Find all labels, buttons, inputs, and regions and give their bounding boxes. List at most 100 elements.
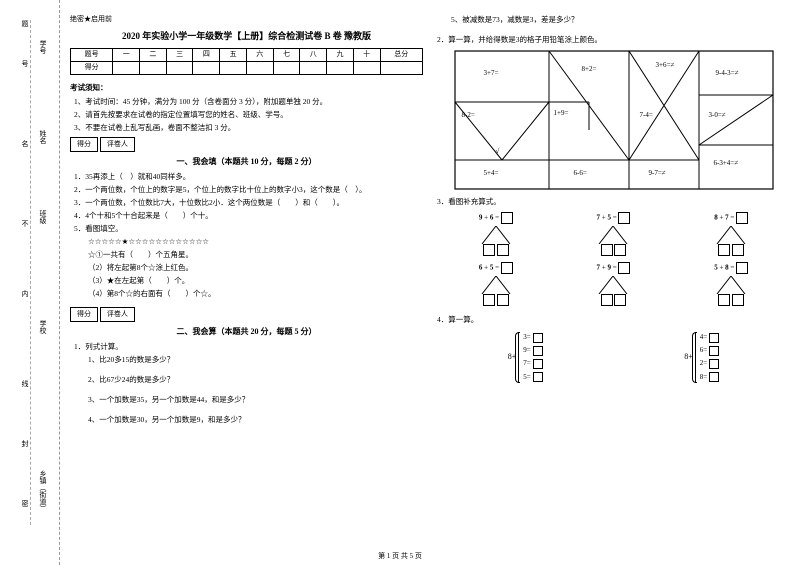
d5-b1 xyxy=(601,294,613,306)
d4op: + xyxy=(484,264,488,272)
d5l: 7 xyxy=(597,264,601,272)
vlabel-2: 名 xyxy=(20,140,30,147)
page-footer: 第 1 页 共 5 页 xyxy=(0,551,800,561)
vlabel-3: 不 xyxy=(20,220,30,227)
vlabel-5: 线 xyxy=(20,380,30,387)
page-columns: 绝密★启用前 2020 年实验小学一年级数学【上册】综合检测试卷 B 卷 豫教版… xyxy=(60,0,800,565)
d2op: + xyxy=(602,214,606,222)
d5-split-icon xyxy=(593,276,633,294)
section-1-title: 一、我会填（本题共 10 分，每题 2 分） xyxy=(70,156,423,169)
b2s3 xyxy=(709,372,719,382)
d4-b1 xyxy=(483,294,495,306)
gl-a2: 8+2= xyxy=(582,64,597,75)
d6r: 8 xyxy=(725,264,729,272)
gl-c1: √ xyxy=(496,146,500,157)
stars-line-a: ☆☆☆☆☆★☆☆☆☆☆☆☆☆☆☆☆☆ xyxy=(74,236,423,248)
d3-split-icon xyxy=(711,226,751,244)
exam-title: 2020 年实验小学一年级数学【上册】综合检测试卷 B 卷 豫教版 xyxy=(70,29,423,43)
th-0: 题号 xyxy=(71,48,113,61)
th-1: 一 xyxy=(113,48,140,61)
decomp-1: 9 + 6 = xyxy=(451,212,541,256)
b1s2 xyxy=(533,359,543,369)
b1r0: 3= xyxy=(523,332,530,343)
q4-hd: 3．看图补充算式。 xyxy=(437,196,790,208)
d2r: 5 xyxy=(607,214,611,222)
d2l: 7 xyxy=(597,214,601,222)
d2-ans xyxy=(618,212,630,224)
d3eq: = xyxy=(730,214,734,222)
d3op: + xyxy=(719,214,723,222)
gl-b4: 3-0=≠ xyxy=(709,110,726,121)
d6-b2 xyxy=(732,294,744,306)
gl-a3: 3+6=≠ xyxy=(656,60,675,71)
d5-ans xyxy=(618,262,630,274)
geometry-grid: 3+7= 8+2= 3+6=≠ 9-4-3=≠ 8-2= 1+9= 7-4= 3… xyxy=(454,50,774,190)
field-xingming: 姓名 xyxy=(38,130,48,144)
decomp-3: 8 + 7 = xyxy=(686,212,776,256)
notice-3: 3、不要在试卷上乱写乱画，卷面不整洁扣 3 分。 xyxy=(74,122,423,134)
vlabel-6: 封 xyxy=(20,440,30,447)
th-10: 十 xyxy=(353,48,380,61)
field-banji: 班级 xyxy=(38,210,48,224)
d6-split-icon xyxy=(711,276,751,294)
d6-ans xyxy=(736,262,748,274)
q1-5: 5．看图填空。 xyxy=(74,223,423,235)
th-8: 八 xyxy=(300,48,327,61)
q2-4: 4、一个加数是30，另一个加数是9，和是多少？ xyxy=(74,414,423,426)
decomp-4: 6 + 5 = xyxy=(451,262,541,306)
d1op: + xyxy=(484,214,488,222)
gl-b5: 6-3+4=≠ xyxy=(714,158,739,169)
b2r1: 6= xyxy=(700,345,707,356)
gl-c2: 5+4= xyxy=(484,168,499,179)
b2r2: 2= xyxy=(700,358,707,369)
vlabel-7: 密 xyxy=(20,500,30,507)
brace-1: 8+ 3= 9= 7= 5= xyxy=(508,332,543,383)
binding-dashed-line xyxy=(30,20,31,525)
d4-ans xyxy=(501,262,513,274)
score-head-row: 题号 一 二 三 四 五 六 七 八 九 十 总分 xyxy=(71,48,423,61)
b1s0 xyxy=(533,333,543,343)
b2s0 xyxy=(709,333,719,343)
right-column: 5、被减数是73，减数是3，差是多少？ 2．算一算，并给得数是3的格子用铅笔涂上… xyxy=(437,14,790,559)
notice-1: 1、考试时间：45 分钟，满分为 100 分（含卷面分 3 分），附加题单独 2… xyxy=(74,96,423,108)
q1-3: 3．一个两位数，个位数比7大，十位数比2小．这个两位数是（ ）和（ ）。 xyxy=(74,197,423,209)
d3-b1 xyxy=(718,244,730,256)
field-xuehao: 学号 xyxy=(38,40,48,54)
d1-split-icon xyxy=(476,226,516,244)
d4l: 6 xyxy=(479,264,483,272)
d4-split-icon xyxy=(476,276,516,294)
decomp-row-1: 9 + 6 = 7 + 5 = 8 + 7 = xyxy=(437,212,790,256)
score-box: 得分 xyxy=(70,137,98,152)
score-box-row-1: 得分 评卷人 xyxy=(70,135,423,154)
d6op: + xyxy=(719,264,723,272)
d2eq: = xyxy=(613,214,617,222)
b2s1 xyxy=(709,346,719,356)
decomp-6: 5 + 8 = xyxy=(686,262,776,306)
d2-b1 xyxy=(601,244,613,256)
notice-2: 2、请首先按要求在试卷的指定位置填写您的姓名、班级、学号。 xyxy=(74,109,423,121)
d5r: 9 xyxy=(607,264,611,272)
decomp-2: 7 + 5 = xyxy=(568,212,658,256)
q5-hd: 4．算一算。 xyxy=(437,314,790,326)
left-column: 绝密★启用前 2020 年实验小学一年级数学【上册】综合检测试卷 B 卷 豫教版… xyxy=(70,14,423,559)
b1r3: 5= xyxy=(523,372,530,383)
d5-b2 xyxy=(614,294,626,306)
d6l: 5 xyxy=(714,264,718,272)
d5eq: = xyxy=(613,264,617,272)
d3-b2 xyxy=(732,244,744,256)
d3l: 8 xyxy=(714,214,718,222)
d4eq: = xyxy=(495,264,499,272)
field-xuexiao: 学校 xyxy=(38,320,48,334)
q2-list: 1．列式计算。 1、比20多15的数是多少？ 2、比67少24的数是多少？ 3、… xyxy=(70,341,423,427)
vlabel-1: 号 xyxy=(20,60,30,67)
decomp-row-2: 6 + 5 = 7 + 9 = 5 + 8 = xyxy=(437,262,790,306)
d3-ans xyxy=(736,212,748,224)
th-11: 总分 xyxy=(380,48,422,61)
d4-b2 xyxy=(497,294,509,306)
q2-5: 5、被减数是73，减数是3，差是多少？ xyxy=(437,14,790,26)
d1-ans xyxy=(501,212,513,224)
gl-c4: 9-7=≠ xyxy=(649,168,666,179)
d5op: + xyxy=(602,264,606,272)
b2r0: 4= xyxy=(700,332,707,343)
th-3: 三 xyxy=(166,48,193,61)
